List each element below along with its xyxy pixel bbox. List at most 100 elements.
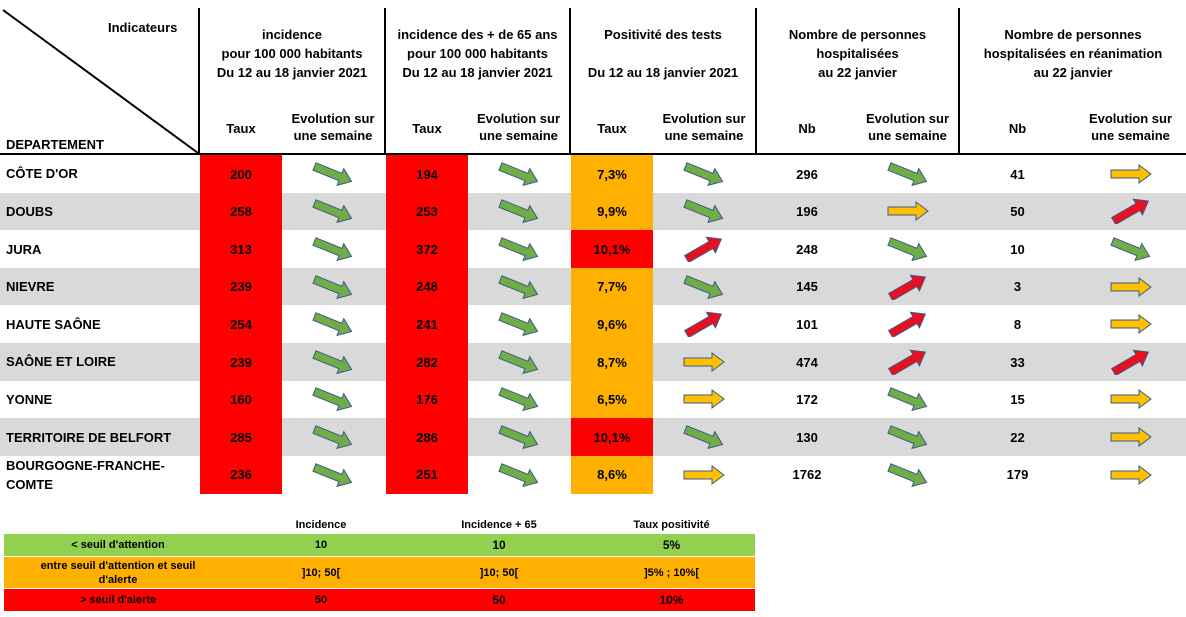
trend-down-arrow-icon <box>310 311 356 337</box>
header-departement: DEPARTEMENT <box>6 137 104 152</box>
incidence-65-value: 248 <box>386 267 468 306</box>
subheader-evolution-line: une semaine <box>479 128 558 143</box>
department-name-line: SAÔNE ET LOIRE <box>6 354 116 370</box>
incidence-65-value: 251 <box>386 455 468 494</box>
header-divider <box>0 153 1186 155</box>
positivity-value: 9,6% <box>571 305 653 344</box>
legend-label: > seuil d'alerte <box>4 589 232 611</box>
legend-threshold-value: 50 <box>314 594 328 606</box>
legend-threshold-value: ]10; 50[ <box>479 566 519 579</box>
trend-down-arrow-icon <box>496 462 542 487</box>
trend-flat-arrow-icon <box>1108 462 1154 485</box>
trend-down-arrow-icon <box>496 386 542 412</box>
trend-down-arrow-icon <box>310 274 356 299</box>
incidence-value: 258 <box>200 192 282 231</box>
group-header-line: hospitalisées en réanimation <box>983 46 1163 61</box>
subheader-evolution: Evolution sur une semaine <box>468 110 569 144</box>
header-indicateurs: Indicateurs <box>108 20 178 35</box>
subheader-taux: Taux <box>597 121 627 136</box>
icu-value: 3 <box>1013 279 1022 295</box>
positivity-value: 7,7% <box>571 267 653 306</box>
trend-down-arrow-icon <box>885 161 931 186</box>
hospitalized-value: 145 <box>796 279 818 295</box>
group-header: incidence pour 100 000 habitants Du 12 au … <box>200 25 384 82</box>
group-header-line: Positivité des tests <box>604 27 722 42</box>
subheader-evolution-line: Evolution sur <box>291 111 375 126</box>
group-header-line: Nombre de personnes <box>1004 27 1142 42</box>
trend-down-arrow-icon <box>885 424 931 450</box>
legend-label-line: < seuil d'attention <box>71 539 165 551</box>
department-name-line: JURA <box>6 241 42 257</box>
trend-down-arrow-icon <box>310 424 356 450</box>
department-name: BOURGOGNE-FRANCHE- COMTE <box>6 456 165 494</box>
trend-flat-arrow-icon <box>1108 311 1154 335</box>
trend-down-arrow-icon <box>310 349 356 374</box>
hospitalized-value: 130 <box>796 429 818 445</box>
trend-down-arrow-icon <box>1108 236 1154 262</box>
department-name: SAÔNE ET LOIRE <box>6 352 116 371</box>
trend-flat-arrow-icon <box>1108 386 1154 410</box>
subheader-evolution: Evolution sur une semaine <box>857 110 958 144</box>
legend-threshold-value: 10% <box>659 593 684 607</box>
group-header: incidence des + de 65 ans pour 100 000 ha… <box>386 25 569 82</box>
department-name: JURA <box>6 240 41 259</box>
trend-up-arrow-icon <box>681 236 727 264</box>
group-header-line: Nombre de personnes <box>788 27 927 42</box>
grid-line <box>198 8 200 154</box>
trend-flat-arrow-icon <box>681 386 727 410</box>
subheader-nb: Nb <box>1008 121 1027 136</box>
group-header: Nombre de personnes hospitalisées au 22 ja… <box>757 25 958 82</box>
group-header: Positivité des tests Du 12 au 18 janvier … <box>571 25 755 82</box>
hospitalized-value: 172 <box>796 392 818 408</box>
trend-down-arrow-icon <box>310 236 356 262</box>
department-name-line: DOUBS <box>6 203 53 219</box>
legend-threshold-value: ]10; 50[ <box>301 566 341 579</box>
group-header-line: pour 100 000 habitants <box>221 46 363 61</box>
subheader-taux: Taux <box>412 121 442 136</box>
department-name: DOUBS <box>6 202 53 221</box>
subheader-evolution: Evolution sur une semaine <box>1075 110 1186 144</box>
subheader-nb: Nb <box>798 121 816 136</box>
trend-down-arrow-icon <box>496 311 542 337</box>
icu-value: 8 <box>1013 316 1022 332</box>
legend-row: > seuil d'alerte 50 50 10% <box>4 589 755 611</box>
trend-flat-arrow-icon <box>885 198 931 222</box>
trend-down-arrow-icon <box>681 161 727 186</box>
trend-down-arrow-icon <box>496 349 542 374</box>
trend-flat-arrow-icon <box>681 349 727 372</box>
legend-header: Incidence Incidence + 65 Taux positivité <box>4 517 755 533</box>
trend-down-arrow-icon <box>496 424 542 450</box>
legend-label: entre seuil d'attention et seuil d'alerte <box>4 557 232 588</box>
subheader-taux: Taux <box>226 121 256 136</box>
hospitalized-value: 248 <box>796 241 818 257</box>
incidence-65-value: 176 <box>386 380 468 419</box>
hospitalized-value: 101 <box>796 316 818 332</box>
subheader-evolution-line: une semaine <box>293 128 373 143</box>
department-name: HAUTE SAÔNE <box>6 315 101 334</box>
trend-up-arrow-icon <box>1108 349 1154 376</box>
group-header-line: incidence des + de 65 ans <box>397 27 558 42</box>
group-header-line: incidence <box>262 27 322 42</box>
hospitalized-value: 196 <box>796 204 818 220</box>
legend-label: < seuil d'attention <box>4 534 232 556</box>
hospitalized-value: 1762 <box>792 467 822 483</box>
subheader-evolution: Evolution sur une semaine <box>282 110 384 144</box>
trend-down-arrow-icon <box>496 236 542 262</box>
trend-flat-arrow-icon <box>1108 424 1154 447</box>
incidence-65-value: 372 <box>386 230 468 269</box>
legend-threshold-value: 10 <box>492 538 506 552</box>
subheader-evolution-line: une semaine <box>868 128 947 143</box>
trend-flat-arrow-icon <box>1108 161 1154 184</box>
grid-line <box>569 8 571 154</box>
trend-down-arrow-icon <box>496 198 542 224</box>
incidence-65-value: 253 <box>386 192 468 231</box>
trend-down-arrow-icon <box>310 161 356 186</box>
trend-flat-arrow-icon <box>1108 274 1154 297</box>
group-header-line: Du 12 au 18 janvier 2021 <box>402 65 553 80</box>
positivity-value: 10,1% <box>571 230 653 269</box>
incidence-65-value: 241 <box>386 305 468 344</box>
group-header-line: Du 12 au 18 janvier 2021 <box>587 65 739 80</box>
positivity-value: 8,7% <box>571 343 653 382</box>
icu-value: 41 <box>1010 166 1025 182</box>
legend-label-line: > seuil d'alerte <box>79 594 157 606</box>
